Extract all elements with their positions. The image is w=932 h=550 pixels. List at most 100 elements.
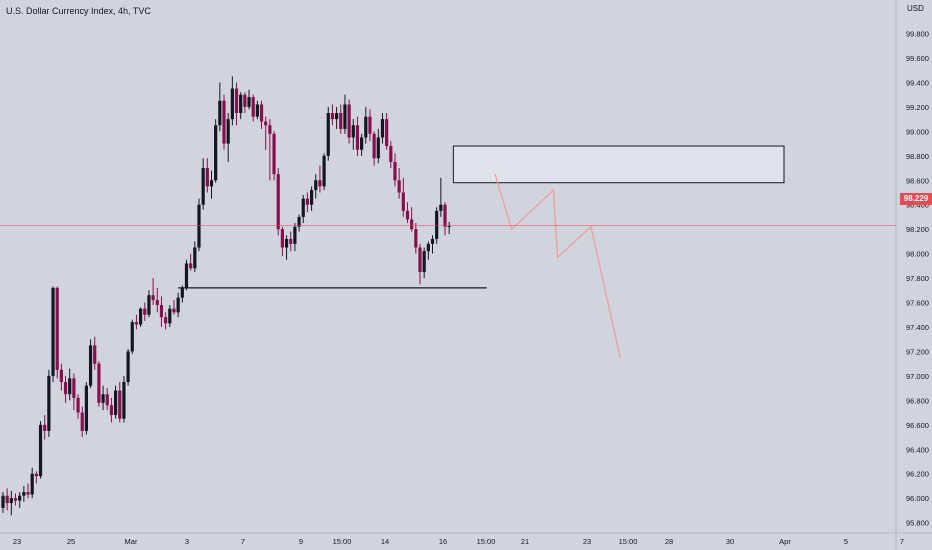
- candle: [326, 106, 330, 161]
- candle: [318, 165, 322, 193]
- candle: [218, 82, 222, 132]
- y-tick-label: 96.800: [906, 396, 929, 405]
- y-tick-label: 99.400: [906, 78, 929, 87]
- candle: [393, 153, 397, 187]
- candle-body: [209, 180, 214, 187]
- y-tick-label: 97.400: [906, 323, 929, 332]
- candle-body: [109, 405, 114, 416]
- candle: [101, 385, 105, 411]
- candle-body: [151, 295, 155, 301]
- x-tick-label: 14: [381, 537, 389, 546]
- candle: [305, 192, 310, 213]
- candle: [243, 92, 247, 114]
- candle-body: [405, 210, 410, 220]
- candle: [389, 141, 393, 169]
- candle: [168, 304, 172, 327]
- candle-body: [68, 378, 72, 395]
- candle: [447, 221, 451, 235]
- candle-body: [418, 247, 422, 272]
- candle-body: [326, 113, 330, 156]
- candle-body: [251, 97, 255, 117]
- drawings-layer[interactable]: [178, 145, 785, 289]
- candle: [426, 241, 430, 260]
- candle-body: [97, 363, 101, 403]
- candle-body: [38, 424, 43, 477]
- candle-body: [322, 155, 326, 187]
- candle: [430, 235, 435, 254]
- x-tick-label: Apr: [779, 537, 791, 546]
- resistance-zone: [452, 145, 785, 184]
- candle-body: [401, 192, 405, 211]
- candle: [30, 467, 34, 499]
- x-tick-label: 28: [665, 537, 673, 546]
- candle-body: [26, 492, 30, 495]
- candle: [205, 158, 209, 193]
- candle-body: [389, 146, 393, 162]
- candle-body: [339, 113, 343, 129]
- candle-body: [13, 498, 18, 501]
- candle: [230, 76, 234, 126]
- currency-label[interactable]: USD: [907, 4, 924, 13]
- candle-body: [284, 238, 289, 248]
- candle: [268, 119, 272, 181]
- candle: [368, 109, 372, 142]
- candle-body: [197, 204, 201, 248]
- y-tick-label: 97.600: [906, 299, 929, 308]
- candle: [247, 89, 251, 110]
- candle-body: [309, 190, 314, 205]
- candle-body: [59, 369, 63, 383]
- candle-body: [180, 287, 184, 298]
- candle-body: [9, 498, 13, 504]
- candle: [376, 128, 380, 164]
- y-tick-label: 96.200: [906, 470, 929, 479]
- y-tick-label: 99.600: [906, 54, 929, 63]
- candle: [180, 285, 184, 303]
- candle: [55, 286, 59, 379]
- candle-body: [222, 100, 226, 144]
- candle-body: [93, 345, 97, 364]
- projection-layer[interactable]: [494, 174, 621, 358]
- candle-body: [105, 394, 109, 406]
- candle-body: [234, 88, 239, 114]
- x-tick-label: 30: [726, 537, 734, 546]
- x-tick-label: 3: [185, 537, 189, 546]
- candle-body: [439, 204, 443, 211]
- candle-body: [176, 297, 180, 313]
- candle-body: [113, 390, 118, 416]
- candle: [251, 94, 255, 122]
- candle: [147, 290, 151, 318]
- candle: [343, 94, 347, 134]
- candle: [68, 368, 72, 401]
- x-tick-label: 7: [241, 537, 245, 546]
- candle-body: [130, 322, 134, 352]
- candle-body: [393, 161, 397, 181]
- candle: [214, 119, 218, 183]
- candle-body: [247, 97, 251, 107]
- candle-body: [239, 94, 243, 114]
- candle: [139, 307, 143, 327]
- candle: [43, 415, 47, 440]
- candle-body: [272, 133, 276, 175]
- candle-body: [343, 104, 347, 129]
- candle-body: [435, 210, 439, 239]
- candle-body: [259, 104, 264, 122]
- candle: [280, 226, 284, 257]
- projection-path: [494, 174, 621, 358]
- candle-body: [118, 390, 122, 419]
- candle: [113, 385, 118, 419]
- candle-body: [297, 216, 301, 227]
- candle: [1, 492, 5, 513]
- candle: [159, 296, 164, 327]
- candle-body: [84, 385, 88, 431]
- candle-body: [5, 495, 9, 504]
- candle: [259, 100, 264, 129]
- y-tick-label: 96.400: [906, 445, 929, 454]
- candle-body: [364, 116, 368, 138]
- candle: [84, 382, 88, 435]
- candle-body: [51, 287, 55, 376]
- candle-body: [168, 308, 172, 324]
- y-tick-label: 96.600: [906, 421, 929, 430]
- candle: [63, 375, 68, 403]
